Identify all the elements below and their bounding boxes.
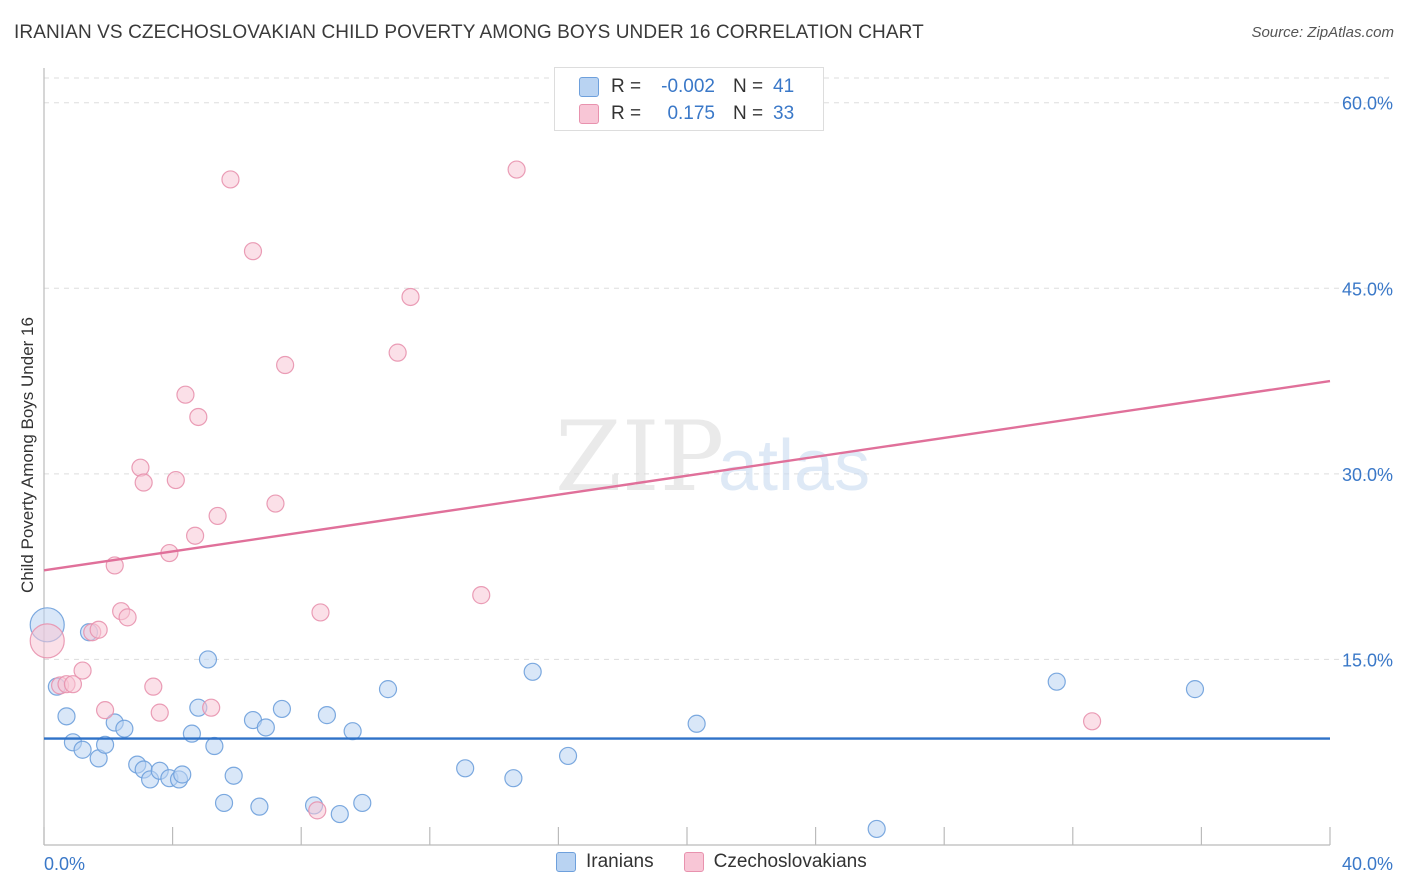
- legend-n-label: N =: [733, 103, 764, 124]
- chart-title: IRANIAN VS CZECHOSLOVAKIAN CHILD POVERTY…: [14, 22, 924, 43]
- point-iranians: [687, 714, 706, 733]
- point-iranians: [378, 680, 398, 699]
- point-czechoslovakians: [95, 701, 115, 720]
- point-czechoslovakians: [208, 506, 227, 526]
- watermark-atlas: atlas: [718, 426, 870, 506]
- point-czechoslovakians: [308, 801, 327, 820]
- watermark: ZIP atlas: [555, 401, 870, 513]
- legend-r-label: R =: [611, 103, 642, 124]
- point-czechoslovakians: [276, 355, 295, 375]
- legend-n-label: N =: [733, 76, 764, 97]
- legend-item-czechoslovakians: Czechoslovakians: [683, 851, 867, 873]
- x-tick-label: 40.0%: [1342, 854, 1393, 874]
- legend-r-label: R =: [611, 76, 642, 97]
- point-iranians: [330, 804, 349, 824]
- point-czechoslovakians: [131, 458, 150, 477]
- legend-item-iranians: Iranians: [556, 851, 654, 873]
- data-points: [29, 160, 1205, 839]
- point-iranians: [504, 769, 523, 788]
- legend-label-czechoslovakians: Czechoslovakians: [713, 851, 867, 872]
- point-iranians: [867, 819, 886, 839]
- point-iranians: [57, 707, 76, 726]
- point-czechoslovakians: [243, 242, 263, 261]
- point-iranians: [343, 722, 362, 741]
- y-tick-label: 15.0%: [1342, 650, 1393, 670]
- legend-r-value: 0.175: [667, 103, 715, 124]
- point-czechoslovakians: [186, 526, 205, 545]
- point-iranians: [317, 706, 337, 725]
- point-iranians: [272, 699, 292, 719]
- correlation-legend: R = -0.002 N = 41 R = 0.175 N = 33: [554, 67, 824, 131]
- legend-label-iranians: Iranians: [586, 851, 654, 872]
- point-czechoslovakians: [176, 385, 195, 404]
- legend-swatch-czechoslovakians: [579, 104, 599, 124]
- point-iranians: [353, 793, 372, 813]
- point-czechoslovakians: [266, 494, 285, 513]
- y-tick-label: 30.0%: [1342, 465, 1393, 485]
- tick-labels: 15.0% 30.0% 45.0% 60.0% 0.0% 40.0%: [44, 94, 1393, 874]
- point-czechoslovakians: [202, 698, 221, 717]
- y-tick-label: 60.0%: [1342, 94, 1393, 114]
- point-czechoslovakians: [89, 620, 108, 639]
- y-tick-label: 45.0%: [1342, 279, 1393, 299]
- point-czechoslovakians: [134, 473, 153, 492]
- legend-swatch-iranians: [556, 852, 576, 872]
- point-czechoslovakians: [388, 343, 407, 362]
- point-iranians: [198, 650, 218, 669]
- legend-r-value: -0.002: [661, 76, 715, 97]
- point-iranians: [250, 797, 269, 816]
- trend-lines: [43, 379, 1331, 740]
- point-iranians: [95, 735, 115, 754]
- point-czechoslovakians: [507, 160, 526, 179]
- trend-line-czechoslovakians: [43, 379, 1331, 572]
- legend-row-czechoslovakians: R = 0.175 N = 33: [579, 101, 794, 127]
- point-czechoslovakians: [311, 603, 330, 622]
- point-iranians: [73, 740, 92, 759]
- gridlines: [44, 77, 1392, 660]
- point-iranians: [256, 718, 275, 737]
- x-tick-label: 0.0%: [44, 854, 85, 874]
- point-iranians: [1185, 680, 1205, 699]
- point-iranians: [115, 719, 134, 738]
- point-iranians: [558, 746, 578, 766]
- legend-row-iranians: R = -0.002 N = 41: [579, 74, 794, 100]
- point-iranians: [173, 765, 192, 784]
- point-czechoslovakians: [221, 170, 240, 189]
- point-iranians: [456, 759, 475, 778]
- y-axis-label: Child Poverty Among Boys Under 16: [18, 317, 37, 593]
- axes: [43, 68, 1331, 846]
- legend-n-value: 41: [773, 76, 795, 97]
- point-czechoslovakians: [29, 623, 65, 659]
- point-czechoslovakians: [144, 677, 163, 696]
- point-czechoslovakians: [1082, 712, 1102, 731]
- point-czechoslovakians: [189, 407, 208, 427]
- legend-n-value: 33: [773, 103, 795, 124]
- point-czechoslovakians: [73, 661, 92, 680]
- point-czechoslovakians: [150, 703, 169, 722]
- legend-swatch-czechoslovakians: [683, 852, 704, 872]
- watermark-zip: ZIP: [555, 401, 724, 513]
- point-iranians: [1047, 672, 1066, 691]
- point-iranians: [523, 662, 542, 681]
- point-iranians: [214, 793, 234, 813]
- legend-swatch-iranians: [579, 77, 599, 97]
- point-czechoslovakians: [118, 608, 137, 627]
- point-czechoslovakians: [63, 675, 83, 694]
- series-legend: Iranians Czechoslovakians: [556, 851, 897, 873]
- point-czechoslovakians: [472, 586, 491, 605]
- point-czechoslovakians: [166, 470, 185, 490]
- point-iranians: [224, 766, 243, 785]
- point-iranians: [205, 736, 224, 756]
- source-label: Source: ZipAtlas.com: [1251, 24, 1394, 41]
- point-czechoslovakians: [401, 287, 420, 307]
